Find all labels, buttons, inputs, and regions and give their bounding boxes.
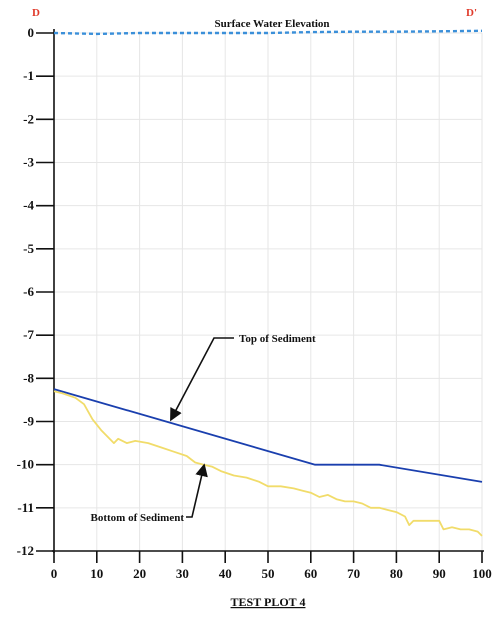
x-tick-label: 60 [304, 566, 317, 581]
series-line-surface-water-elevation [53, 29, 483, 36]
corner-label-left: D [32, 7, 40, 19]
x-tick-label: 20 [133, 566, 146, 581]
x-tick-label: 80 [390, 566, 403, 581]
chart-caption: TEST PLOT 4 [231, 595, 306, 609]
y-tick-label: -4 [23, 198, 34, 213]
y-tick-label: -11 [17, 500, 34, 515]
annotations: Surface Water Elevation Top of Sediment Bo… [91, 18, 330, 524]
x-tick-label: 0 [51, 566, 58, 581]
grid [54, 32, 483, 551]
bottom-of-sediment-leader [186, 463, 208, 518]
bottom-of-sediment-label: Bottom of Sediment [91, 512, 185, 524]
y-tick-label: -1 [23, 68, 34, 83]
y-tick-label: -5 [23, 241, 34, 256]
corner-label-right: D' [466, 7, 477, 19]
y-tick-label: -9 [23, 414, 34, 429]
series [53, 29, 483, 537]
y-tick-label: 0 [28, 25, 35, 40]
x-tick-label: 50 [262, 566, 275, 581]
y-tick-label: -12 [17, 543, 34, 558]
x-tick-label: 30 [176, 566, 189, 581]
x-tick-label: 10 [90, 566, 103, 581]
top-of-sediment-label: Top of Sediment [239, 333, 316, 345]
surface-water-elevation-label: Surface Water Elevation [214, 18, 329, 30]
x-tick-label: 70 [347, 566, 360, 581]
y-tick-label: -8 [23, 370, 34, 385]
top-of-sediment-leader [170, 337, 234, 422]
y-tick-label: -6 [23, 284, 34, 299]
y-tick-label: -7 [23, 327, 34, 342]
y-tick-label: -2 [23, 111, 34, 126]
series-line-bottom-of-sediment [53, 390, 483, 537]
x-tick-label: 90 [433, 566, 446, 581]
x-tick-label: 40 [219, 566, 232, 581]
axes: 0 -1 -2 -3 -4 -5 -6 -7 -8 -9 -10 -11 -12 0 10 20 30 40 50 6… [17, 25, 492, 581]
y-tick-label: -3 [23, 155, 34, 170]
series-line-top-of-sediment [53, 388, 483, 483]
y-tick-label: -10 [17, 457, 34, 472]
x-tick-label: 100 [472, 566, 492, 581]
